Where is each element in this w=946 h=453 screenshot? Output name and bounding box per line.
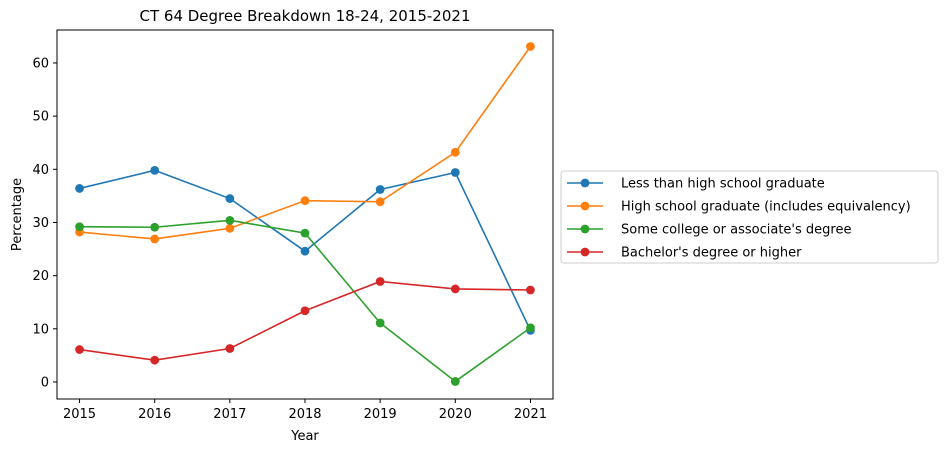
plot-frame — [56, 29, 554, 400]
series-1-point — [150, 165, 160, 175]
series-3-point — [300, 228, 310, 238]
series-4-point — [375, 277, 385, 286]
series-4-point — [150, 355, 160, 365]
y-tick-label: 0 — [41, 375, 49, 390]
legend-box — [560, 170, 939, 264]
series-3-point — [450, 377, 460, 386]
series-4-point — [75, 345, 84, 354]
y-tick-label: 20 — [32, 269, 49, 284]
series-line-4 — [79, 280, 531, 361]
y-tick-label: 40 — [32, 163, 49, 178]
y-tick-label: 30 — [32, 216, 49, 231]
series-2-point — [300, 196, 310, 206]
y-tick-label: 60 — [32, 56, 49, 71]
series-line-2 — [79, 46, 532, 240]
series-2-point — [225, 223, 235, 233]
series-line-3 — [79, 219, 531, 383]
series-1-point — [375, 185, 385, 194]
x-tick-label: 2018 — [288, 407, 321, 422]
y-axis: 0 10 20 30 40 50 60 — [32, 56, 57, 390]
series-2-point — [450, 147, 460, 157]
series-1-point — [75, 184, 84, 193]
x-tick-label: 2016 — [138, 407, 171, 422]
x-tick-label: 2019 — [364, 407, 397, 422]
series-1-point — [300, 246, 310, 256]
y-tick-label: 50 — [32, 110, 49, 125]
series-2-point — [526, 42, 535, 51]
x-axis-label: Year — [290, 429, 319, 444]
series-2-point — [150, 234, 160, 244]
legend-label: Less than high school graduate — [621, 177, 825, 192]
series-layer — [75, 42, 535, 386]
chart-title: CT 64 Degree Breakdown 18-24, 2015-2021 — [140, 7, 471, 25]
series-4-point — [300, 306, 310, 316]
x-tick-label: 2015 — [63, 407, 96, 422]
legend-marker — [580, 224, 590, 234]
x-tick-label: 2020 — [439, 407, 472, 422]
series-3-point — [75, 222, 84, 232]
legend-marker — [580, 201, 590, 211]
series-1-point — [225, 194, 235, 203]
series-4-point — [450, 284, 460, 294]
series-3-point — [225, 215, 235, 225]
legend-label: High school graduate (includes equivalen… — [621, 200, 911, 215]
legend-marker — [580, 247, 590, 257]
legend-label: Some college or associate's degree — [621, 223, 851, 238]
x-tick-label: 2021 — [514, 407, 547, 422]
series-3-point — [526, 323, 535, 333]
legend-label: Bachelor's degree or higher — [621, 246, 802, 261]
y-axis-label: Percentage — [10, 178, 25, 251]
series-3-point — [150, 222, 160, 232]
legend-marker — [580, 178, 590, 188]
x-tick-label: 2017 — [213, 407, 246, 422]
y-tick-label: 10 — [32, 322, 49, 337]
series-4-point — [225, 344, 235, 353]
series-2-point — [375, 197, 385, 207]
series-1-point — [450, 168, 460, 177]
x-axis: 2015 2016 2017 2018 2019 2020 2021 — [63, 399, 547, 422]
series-3-point — [375, 318, 385, 328]
legend: Less than high school graduate High schoo… — [560, 170, 939, 264]
series-4-point — [526, 285, 535, 295]
